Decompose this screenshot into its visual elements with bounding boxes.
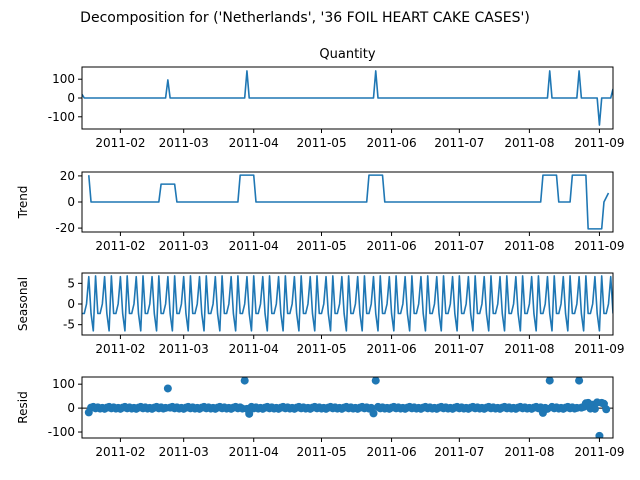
panel-observed: Quantity -100 0 100 2011-02 2011-03 2011-04 201… — [48, 47, 625, 150]
x-tick-label: 2011-09 — [574, 239, 624, 253]
series-line — [82, 70, 613, 126]
panel-seasonal: Seasonal -5 0 5 2011-02 2011-03 2011-04 2011-05… — [16, 272, 625, 356]
series-line — [82, 275, 613, 332]
y-tick-label: 0 — [67, 91, 75, 105]
panel-resid: Resid -100 0 100 2011-02 2011-03 2011-04 2011-0… — [16, 376, 625, 459]
x-tick-label: 2011-04 — [229, 136, 279, 150]
x-tick-label: 2011-03 — [159, 445, 209, 459]
data-group — [82, 70, 613, 126]
x-tick-label: 2011-03 — [159, 239, 209, 253]
x-tick-label: 2011-05 — [296, 136, 346, 150]
x-tick-label: 2011-05 — [296, 342, 346, 356]
figure-suptitle: Decomposition for ('Netherlands', '36 FO… — [80, 10, 530, 26]
y-axis-label: Trend — [16, 186, 30, 220]
x-tick-label: 2011-09 — [574, 342, 624, 356]
x-tick-label: 2011-03 — [159, 136, 209, 150]
resid-point — [545, 377, 554, 385]
y-tick-label: -5 — [63, 318, 75, 332]
x-tick-label: 2011-08 — [504, 445, 554, 459]
x-tick-label: 2011-08 — [504, 239, 554, 253]
x-tick-label: 2011-09 — [574, 136, 624, 150]
x-tick-label: 2011-06 — [366, 136, 416, 150]
x-tick-label: 2011-07 — [434, 136, 484, 150]
x-tick-label: 2011-08 — [504, 136, 554, 150]
resid-point — [240, 377, 249, 385]
resid-point — [575, 377, 584, 385]
y-tick-label: 100 — [52, 72, 75, 86]
resid-point — [595, 431, 604, 438]
y-axis-label: Seasonal — [16, 277, 30, 331]
x-tick-label: 2011-05 — [296, 445, 346, 459]
x-tick-label: 2011-06 — [366, 342, 416, 356]
resid-point — [245, 409, 254, 418]
series-line — [87, 174, 610, 230]
x-tick-label: 2011-02 — [95, 136, 145, 150]
y-tick-label: -100 — [48, 110, 75, 124]
x-tick-label: 2011-07 — [434, 239, 484, 253]
panel-title: Quantity — [319, 47, 375, 62]
y-tick-label: 0 — [67, 401, 75, 415]
x-tick-label: 2011-02 — [95, 445, 145, 459]
y-tick-label: -100 — [48, 425, 75, 439]
resid-point — [163, 384, 172, 393]
y-tick-label: 0 — [67, 297, 75, 311]
x-tick-label: 2011-04 — [229, 342, 279, 356]
x-tick-label: 2011-07 — [434, 445, 484, 459]
y-axis-label: Resid — [16, 391, 30, 423]
y-tick-label: 20 — [60, 169, 75, 183]
y-tick-label: 100 — [52, 377, 75, 391]
resid-point — [602, 405, 611, 414]
x-tick-label: 2011-05 — [296, 239, 346, 253]
x-tick-label: 2011-04 — [229, 239, 279, 253]
resid-point — [369, 409, 378, 418]
panel-trend: Trend -20 0 20 2011-02 2011-03 2011-04 2011-05 2… — [16, 169, 625, 253]
resid-point — [590, 404, 599, 413]
y-tick-label: -20 — [55, 221, 75, 235]
data-group — [87, 174, 610, 230]
y-tick-label: 5 — [67, 276, 75, 290]
resid-point — [371, 377, 380, 385]
x-tick-label: 2011-06 — [366, 239, 416, 253]
x-tick-label: 2011-04 — [229, 445, 279, 459]
axes-frame — [81, 376, 614, 439]
x-tick-label: 2011-03 — [159, 342, 209, 356]
x-tick-label: 2011-06 — [366, 445, 416, 459]
y-tick-label: 0 — [67, 195, 75, 209]
x-tick-label: 2011-02 — [95, 239, 145, 253]
x-tick-label: 2011-09 — [574, 445, 624, 459]
data-group — [82, 377, 613, 438]
x-tick-label: 2011-02 — [95, 342, 145, 356]
x-tick-label: 2011-07 — [434, 342, 484, 356]
x-tick-label: 2011-08 — [504, 342, 554, 356]
data-group — [82, 275, 613, 332]
